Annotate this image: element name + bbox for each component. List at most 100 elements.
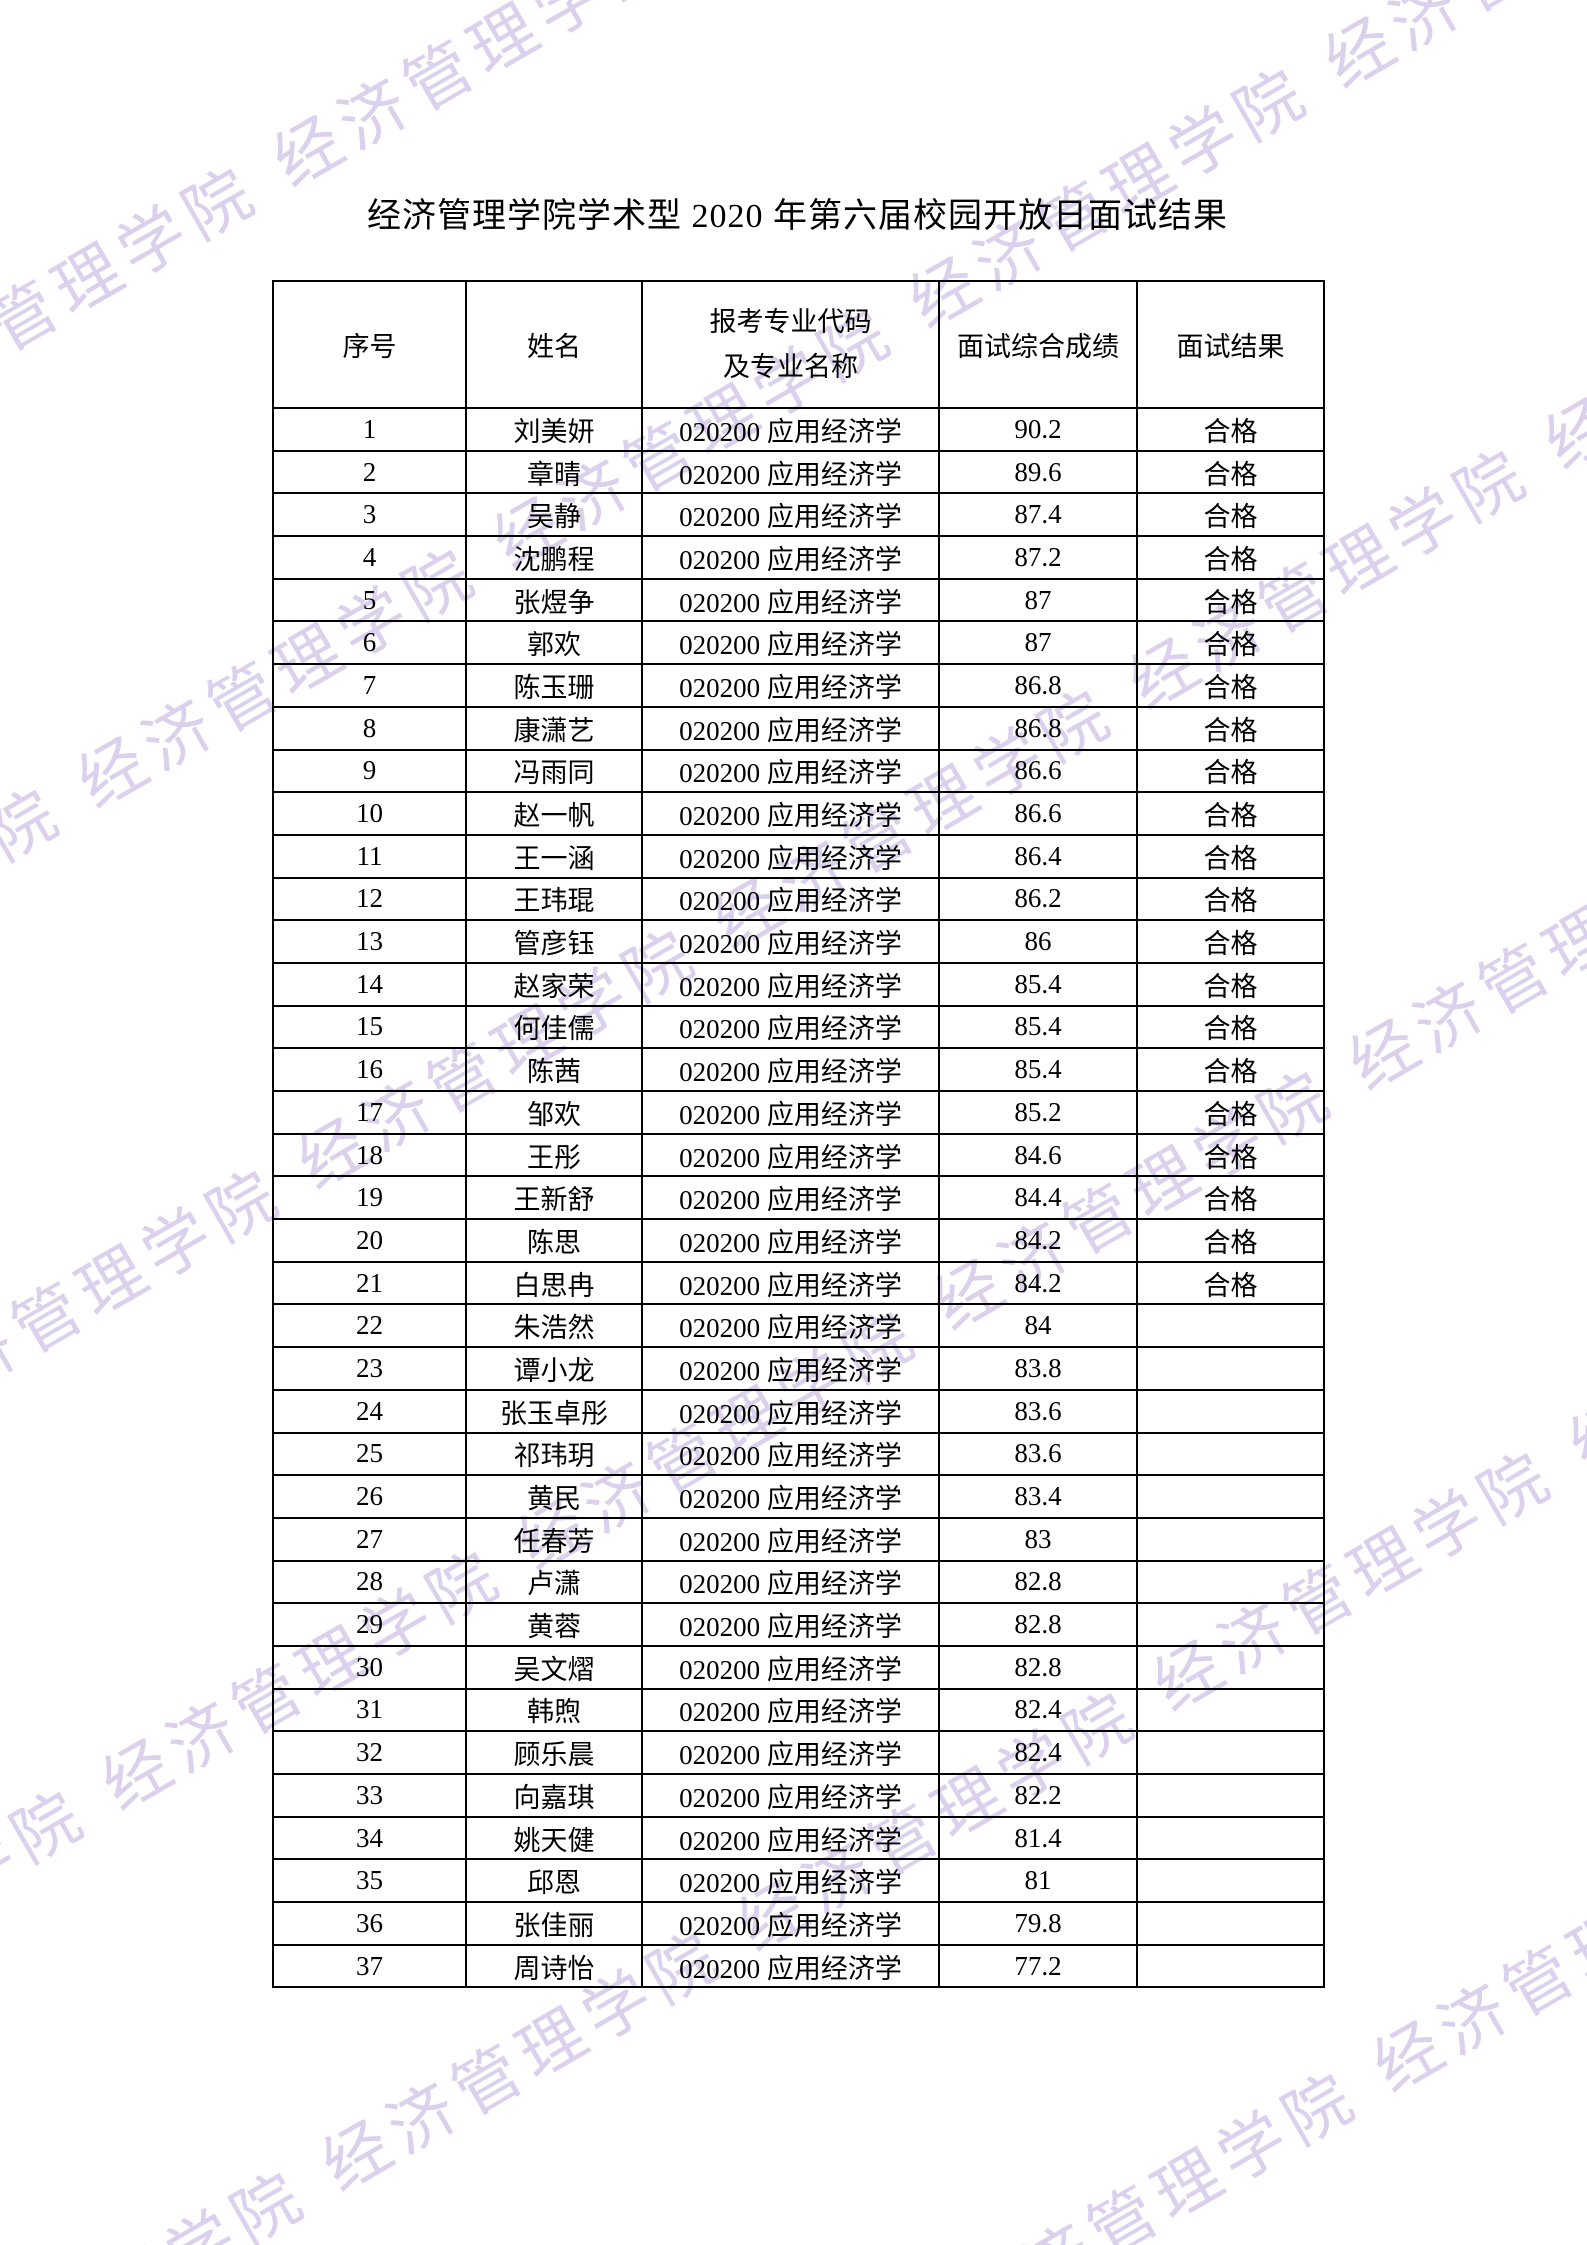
cell-index: 19 <box>272 1175 467 1221</box>
cell-score: 84.6 <box>938 1132 1138 1178</box>
cell-score: 89.6 <box>938 449 1138 495</box>
table-row: 26 黄民 020200 应用经济学 83.4 <box>272 1474 1325 1519</box>
table-row: 20 陈思 020200 应用经济学 84.2 合格 <box>272 1218 1325 1263</box>
table-row: 13 管彦钰 020200 应用经济学 86 合格 <box>272 919 1325 964</box>
cell-major: 020200 应用经济学 <box>641 1644 940 1690</box>
cell-major: 020200 应用经济学 <box>641 492 940 538</box>
cell-name: 陈思 <box>465 1218 643 1263</box>
table-row: 14 赵家荣 020200 应用经济学 85.4 合格 <box>272 961 1325 1007</box>
table-row: 25 祁玮玥 020200 应用经济学 83.6 <box>272 1431 1325 1477</box>
cell-major: 020200 应用经济学 <box>641 620 940 666</box>
table-row: 1 刘美妍 020200 应用经济学 90.2 合格 <box>272 407 1325 452</box>
table-row: 8 康潇艺 020200 应用经济学 86.8 合格 <box>272 705 1325 751</box>
header-major-line1: 报考专业代码 <box>709 306 872 337</box>
cell-score: 85.4 <box>938 961 1138 1007</box>
cell-result: 合格 <box>1136 748 1325 794</box>
cell-name: 周诗怡 <box>465 1943 643 1989</box>
cell-score: 77.2 <box>938 1943 1138 1989</box>
cell-index: 32 <box>272 1730 467 1775</box>
cell-major: 020200 应用经济学 <box>641 1773 940 1818</box>
cell-name: 王玮琨 <box>465 876 643 922</box>
table-row: 22 朱浩然 020200 应用经济学 84 <box>272 1303 1325 1349</box>
cell-name: 康潇艺 <box>465 705 643 751</box>
cell-index: 24 <box>272 1388 467 1434</box>
cell-result: 合格 <box>1136 1175 1325 1221</box>
cell-major: 020200 应用经济学 <box>641 705 940 751</box>
cell-result: 合格 <box>1136 620 1325 666</box>
cell-name: 向嘉琪 <box>465 1773 643 1818</box>
cell-name: 谭小龙 <box>465 1346 643 1391</box>
cell-result: 合格 <box>1136 705 1325 751</box>
cell-result <box>1136 1559 1325 1605</box>
cell-index: 36 <box>272 1901 467 1946</box>
header-row: 序号 姓名 报考专业代码 及专业名称 面试综合成绩 面试结果 <box>272 280 1325 409</box>
cell-result: 合格 <box>1136 1218 1325 1263</box>
cell-name: 王一涵 <box>465 833 643 879</box>
cell-result <box>1136 1773 1325 1818</box>
cell-major: 020200 应用经济学 <box>641 1858 940 1904</box>
table-row: 15 何佳儒 020200 应用经济学 85.4 合格 <box>272 1004 1325 1050</box>
cell-name: 张佳丽 <box>465 1901 643 1946</box>
cell-major: 020200 应用经济学 <box>641 748 940 794</box>
cell-score: 86.6 <box>938 791 1138 836</box>
cell-name: 赵一帆 <box>465 791 643 836</box>
table-row: 12 王玮琨 020200 应用经济学 86.2 合格 <box>272 876 1325 922</box>
cell-score: 79.8 <box>938 1901 1138 1946</box>
cell-result <box>1136 1346 1325 1391</box>
cell-major: 020200 应用经济学 <box>641 1730 940 1775</box>
cell-result: 合格 <box>1136 663 1325 708</box>
table-row: 30 吴文熠 020200 应用经济学 82.8 <box>272 1644 1325 1690</box>
table-row: 7 陈玉珊 020200 应用经济学 86.8 合格 <box>272 663 1325 708</box>
table-row: 36 张佳丽 020200 应用经济学 79.8 <box>272 1901 1325 1946</box>
cell-score: 87.2 <box>938 535 1138 580</box>
cell-major: 020200 应用经济学 <box>641 1388 940 1434</box>
cell-major: 020200 应用经济学 <box>641 1004 940 1050</box>
cell-score: 84.2 <box>938 1260 1138 1306</box>
cell-score: 83.6 <box>938 1388 1138 1434</box>
cell-score: 83 <box>938 1516 1138 1562</box>
cell-result <box>1136 1687 1325 1733</box>
cell-name: 王新舒 <box>465 1175 643 1221</box>
cell-index: 18 <box>272 1132 467 1178</box>
cell-major: 020200 应用经济学 <box>641 1132 940 1178</box>
cell-name: 任春芳 <box>465 1516 643 1562</box>
cell-score: 86.8 <box>938 705 1138 751</box>
cell-major: 020200 应用经济学 <box>641 449 940 495</box>
table-row: 4 沈鹏程 020200 应用经济学 87.2 合格 <box>272 535 1325 580</box>
cell-result <box>1136 1474 1325 1519</box>
table-row: 2 章晴 020200 应用经济学 89.6 合格 <box>272 449 1325 495</box>
cell-index: 12 <box>272 876 467 922</box>
cell-name: 黄蓉 <box>465 1602 643 1647</box>
cell-major: 020200 应用经济学 <box>641 1346 940 1391</box>
table-row: 3 吴静 020200 应用经济学 87.4 合格 <box>272 492 1325 538</box>
results-table: 序号 姓名 报考专业代码 及专业名称 面试综合成绩 面试结果 1 刘美妍 02020… <box>272 280 1325 1989</box>
cell-index: 28 <box>272 1559 467 1605</box>
table-row: 6 郭欢 020200 应用经济学 87 合格 <box>272 620 1325 666</box>
page-title: 经济管理学院学术型 2020 年第六届校园开放日面试结果 <box>367 198 1228 235</box>
cell-major: 020200 应用经济学 <box>641 1175 940 1221</box>
cell-result: 合格 <box>1136 535 1325 580</box>
cell-index: 26 <box>272 1474 467 1519</box>
cell-index: 27 <box>272 1516 467 1562</box>
table-row: 21 白思冉 020200 应用经济学 84.2 合格 <box>272 1260 1325 1306</box>
table-row: 17 邹欢 020200 应用经济学 85.2 合格 <box>272 1090 1325 1135</box>
header-name: 姓名 <box>465 280 643 409</box>
cell-name: 卢潇 <box>465 1559 643 1605</box>
cell-result <box>1136 1858 1325 1904</box>
cell-index: 6 <box>272 620 467 666</box>
cell-score: 82.8 <box>938 1644 1138 1690</box>
table-row: 11 王一涵 020200 应用经济学 86.4 合格 <box>272 833 1325 879</box>
table-row: 5 张煜争 020200 应用经济学 87 合格 <box>272 577 1325 623</box>
cell-major: 020200 应用经济学 <box>641 407 940 452</box>
cell-result <box>1136 1303 1325 1349</box>
cell-index: 7 <box>272 663 467 708</box>
cell-result <box>1136 1388 1325 1434</box>
cell-result: 合格 <box>1136 876 1325 922</box>
cell-index: 21 <box>272 1260 467 1306</box>
cell-name: 朱浩然 <box>465 1303 643 1349</box>
cell-result <box>1136 1943 1325 1989</box>
cell-score: 87.4 <box>938 492 1138 538</box>
cell-name: 顾乐晨 <box>465 1730 643 1775</box>
cell-index: 10 <box>272 791 467 836</box>
